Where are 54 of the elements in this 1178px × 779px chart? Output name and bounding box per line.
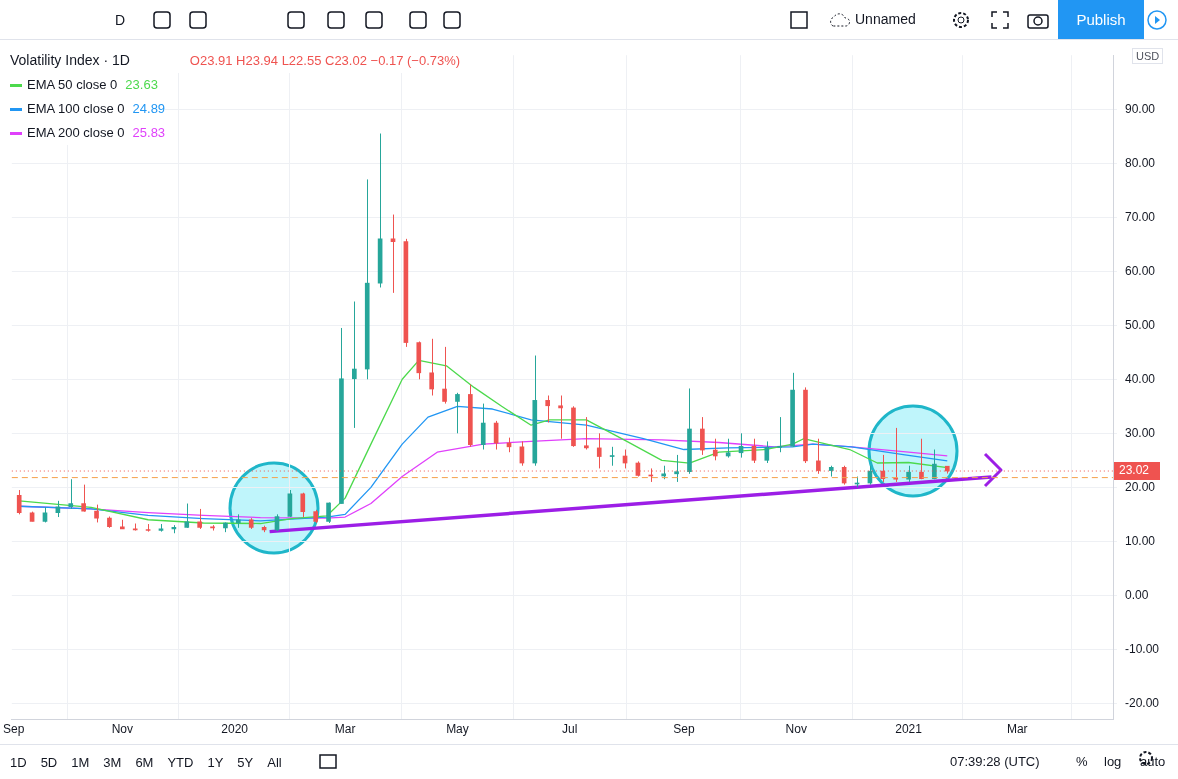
candlestick (248, 517, 254, 530)
legend-label: EMA 50 close 0 (27, 77, 118, 92)
text: 5Y (237, 755, 254, 770)
text: Unnamed (855, 11, 916, 27)
candlestick (119, 519, 125, 530)
text: auto (1140, 754, 1166, 769)
annotation: 25.83 (132, 125, 166, 140)
text: % (1076, 754, 1088, 769)
y-tick-label: 20.00 (1125, 479, 1156, 494)
annotation: 23.63 (125, 77, 158, 92)
y-tick-label: 90.00 (1125, 101, 1156, 116)
text: 1M (71, 755, 90, 770)
candlestick (584, 416, 589, 451)
annotation: O23.91 H23.94 L22.55 C23.02 −0.17 (−0.73%) (189, 53, 461, 68)
text: 5D (40, 755, 58, 770)
text: 6M (135, 755, 154, 770)
y-tick-label: 50.00 (1125, 317, 1156, 332)
text: 3M (103, 755, 122, 770)
y-tick-label: 70.00 (1125, 209, 1156, 224)
legend-label: EMA 200 close 0 (27, 125, 125, 140)
legend-label: EMA 100 close 0 (27, 101, 125, 116)
text: log (1104, 754, 1122, 769)
chart-title: Volatility Index · 1D (10, 52, 130, 68)
x-tick-label: Sep (3, 722, 25, 737)
candlestick (558, 395, 563, 440)
y-tick-label: 40.00 (1125, 371, 1156, 386)
x-tick-label: Jul (562, 722, 578, 737)
x-tick-label: Sep (673, 722, 695, 737)
x-tick-label: 2021 (895, 722, 923, 737)
x-tick-label: Nov (785, 722, 807, 737)
x-tick-label: Nov (111, 722, 133, 737)
y-tick-label: -10.00 (1125, 641, 1160, 656)
text: D (115, 11, 126, 28)
y-tick-label: 60.00 (1125, 263, 1156, 278)
text: 07:39:28 (UTC) (950, 754, 1040, 769)
text: YTD (167, 755, 194, 770)
ref-line-label: 23.02 (1119, 463, 1150, 478)
x-tick-label: 2020 (221, 722, 249, 737)
annotation: 24.89 (132, 101, 166, 116)
text: All (267, 755, 282, 770)
y-tick-label: -20.00 (1125, 695, 1160, 710)
x-tick-label: Mar (334, 722, 356, 737)
y-tick-label: 10.00 (1125, 533, 1156, 548)
y-tick-label: 0.00 (1125, 587, 1149, 602)
x-tick-label: Mar (1006, 722, 1028, 737)
text: Publish (1058, 0, 1144, 39)
text: 1Y (207, 755, 224, 770)
x-tick-label: May (446, 722, 469, 737)
y-tick-label: 30.00 (1125, 425, 1156, 440)
text: 1D (10, 755, 27, 770)
candlestick (313, 509, 318, 524)
candlestick (777, 416, 783, 453)
y-tick-label: 80.00 (1125, 155, 1156, 170)
text: USD (1132, 48, 1164, 64)
